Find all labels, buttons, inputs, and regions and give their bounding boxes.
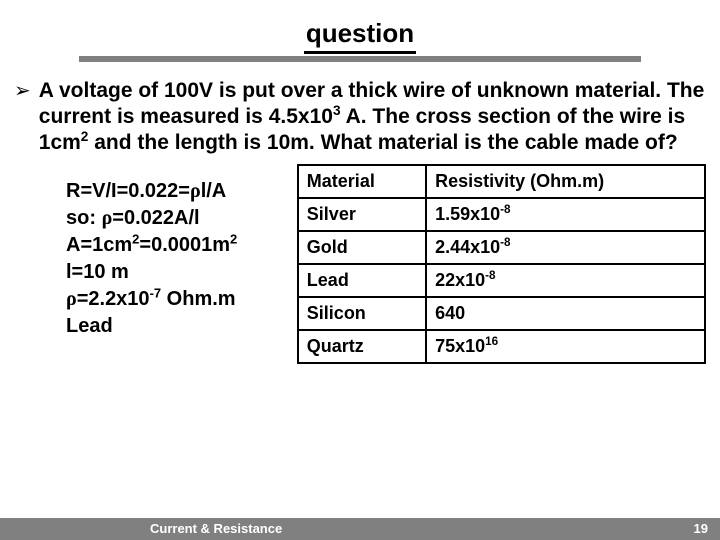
- cell-material: Quartz: [298, 330, 426, 363]
- work-line: ρ=2.2x10-7 Ohm.m: [66, 286, 291, 313]
- lower-region: R=V/I=0.022=ρl/A so: ρ=0.022A/l A=1cm2=0…: [0, 164, 720, 364]
- table-row: Gold 2.44x10-8: [298, 231, 705, 264]
- resistivity-table-wrap: Material Resistivity (Ohm.m) Silver 1.59…: [291, 164, 706, 364]
- question-text: A voltage of 100V is put over a thick wi…: [39, 78, 706, 156]
- cell-resistivity: 75x1016: [426, 330, 705, 363]
- resistivity-table: Material Resistivity (Ohm.m) Silver 1.59…: [297, 164, 706, 364]
- work-line: so: ρ=0.022A/l: [66, 205, 291, 232]
- table-row: Silicon 640: [298, 297, 705, 330]
- cell-resistivity: 1.59x10-8: [426, 198, 705, 231]
- cell-resistivity: 22x10-8: [426, 264, 705, 297]
- page-number: 19: [694, 518, 708, 540]
- body-region: ➢ A voltage of 100V is put over a thick …: [0, 62, 720, 156]
- slide-title: question: [304, 18, 416, 54]
- question-bullet: ➢ A voltage of 100V is put over a thick …: [14, 78, 706, 156]
- footer-bar: Current & Resistance 19: [0, 518, 720, 540]
- cell-material: Silver: [298, 198, 426, 231]
- footer-title: Current & Resistance: [0, 521, 282, 536]
- cell-material: Gold: [298, 231, 426, 264]
- table-row: Lead 22x10-8: [298, 264, 705, 297]
- cell-resistivity: 2.44x10-8: [426, 231, 705, 264]
- cell-material: Silicon: [298, 297, 426, 330]
- table-row: Silver 1.59x10-8: [298, 198, 705, 231]
- work-line: A=1cm2=0.0001m2: [66, 232, 291, 259]
- col-resistivity-header: Resistivity (Ohm.m): [426, 165, 705, 198]
- work-line: R=V/I=0.022=ρl/A: [66, 178, 291, 205]
- cell-resistivity: 640: [426, 297, 705, 330]
- table-header-row: Material Resistivity (Ohm.m): [298, 165, 705, 198]
- bullet-marker-icon: ➢: [14, 78, 31, 104]
- title-block: question: [0, 0, 720, 62]
- cell-material: Lead: [298, 264, 426, 297]
- table-row: Quartz 75x1016: [298, 330, 705, 363]
- col-material-header: Material: [298, 165, 426, 198]
- work-line: Lead: [66, 313, 291, 340]
- work-line: l=10 m: [66, 259, 291, 286]
- worked-solution: R=V/I=0.022=ρl/A so: ρ=0.022A/l A=1cm2=0…: [14, 164, 291, 364]
